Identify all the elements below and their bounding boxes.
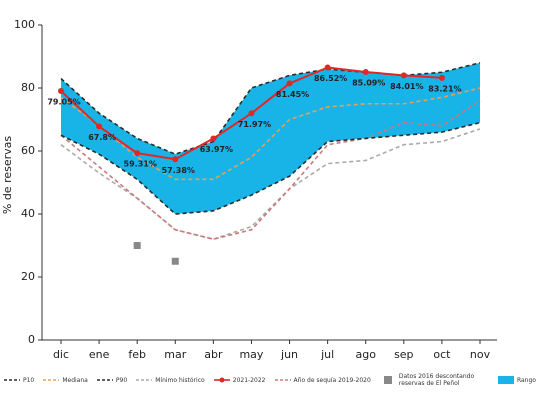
point [96,123,103,130]
legend-swatch [383,376,392,384]
x-tick-label: dic [53,348,69,361]
legend-item: P90 [96,376,128,384]
legend-swatch [136,379,153,381]
series-line [60,121,481,215]
legend-swatch [4,379,20,381]
value-label: 79.05% [47,97,80,106]
x-tick-label: mar [164,348,186,361]
legend-swatch [43,379,60,381]
x-tick-label: sep [394,348,413,361]
legend-item: Mediana [43,376,88,384]
value-label: 85.09% [352,78,385,87]
value-label: 63.97% [200,145,233,154]
legend-label: 2021-2022 [232,376,266,384]
legend-label: Mínimo histórico [155,376,205,384]
x-tick-label: ene [89,348,110,361]
legend-swatch [96,379,113,381]
series-line [60,128,481,241]
series-line [60,87,481,181]
point [324,64,331,71]
range-band [61,62,480,214]
legend-item: Datos 2016 descontando reservas de El Pe… [380,373,489,387]
series-line [60,99,481,241]
point [362,68,369,75]
x-tick-label: jul [320,348,334,361]
legend-swatch [213,377,230,383]
point [438,74,445,81]
value-label: 81.45% [276,90,309,99]
value-label: 59.31% [124,160,157,169]
legend-swatch [274,379,291,381]
point [210,135,217,142]
legend-item: Rango [497,376,536,384]
data-marker [133,242,141,249]
x-tick-label: feb [128,348,146,361]
legend-label: Mediana [62,376,88,384]
y-tick-label: 20 [21,270,35,283]
point [172,156,179,163]
legend-marker [383,376,392,384]
legend-label: Rango [516,376,536,384]
value-label: 83.21% [428,84,461,93]
legend-label: Datos 2016 descontando reservas de El Pe… [398,373,475,387]
value-label: 84.01% [390,82,423,91]
y-tick-label: 0 [28,333,35,346]
x-tick-label: may [239,348,263,361]
x-tick-label: nov [470,348,491,361]
legend-item: 2021-2022 [213,376,266,384]
y-axis-label: % de reservas [1,136,14,215]
point [134,150,141,157]
legend-label: P90 [115,376,128,384]
x-tick-label: abr [204,348,223,361]
legend-item: Año de sequía 2019-2020 [274,376,371,384]
legend-swatch [497,376,514,384]
x-tick-label: oct [433,348,451,361]
point [58,87,64,94]
x-tick-label: jun [280,348,298,361]
value-label: 57.38% [162,166,195,175]
value-label: 67.8% [88,133,116,142]
legend-swatch-box [497,376,514,384]
legend-label: P10 [23,376,35,384]
value-label: 71.97% [238,120,271,129]
legend: P10 Mediana P90 Mínimo histórico 2021-2022 Añ… [0,366,540,394]
y-tick-label: 40 [21,207,35,220]
chart: % de reservas 0 20 40 60 80 100 dic ene feb mar ab… [1,18,497,361]
point [286,80,293,87]
legend-marker [219,377,225,383]
point [400,72,407,79]
legend-item: Mínimo histórico [136,376,205,384]
legend-item: P10 [4,376,34,384]
data-marker [171,257,179,265]
point [248,110,255,117]
y-tick-label: 100 [14,18,35,31]
value-label: 86.52% [314,74,347,83]
x-tick-label: ago [356,348,377,361]
y-tick-label: 80 [21,81,35,94]
legend-label: Año de sequía 2019-2020 [293,376,371,384]
y-tick-label: 60 [21,144,35,157]
